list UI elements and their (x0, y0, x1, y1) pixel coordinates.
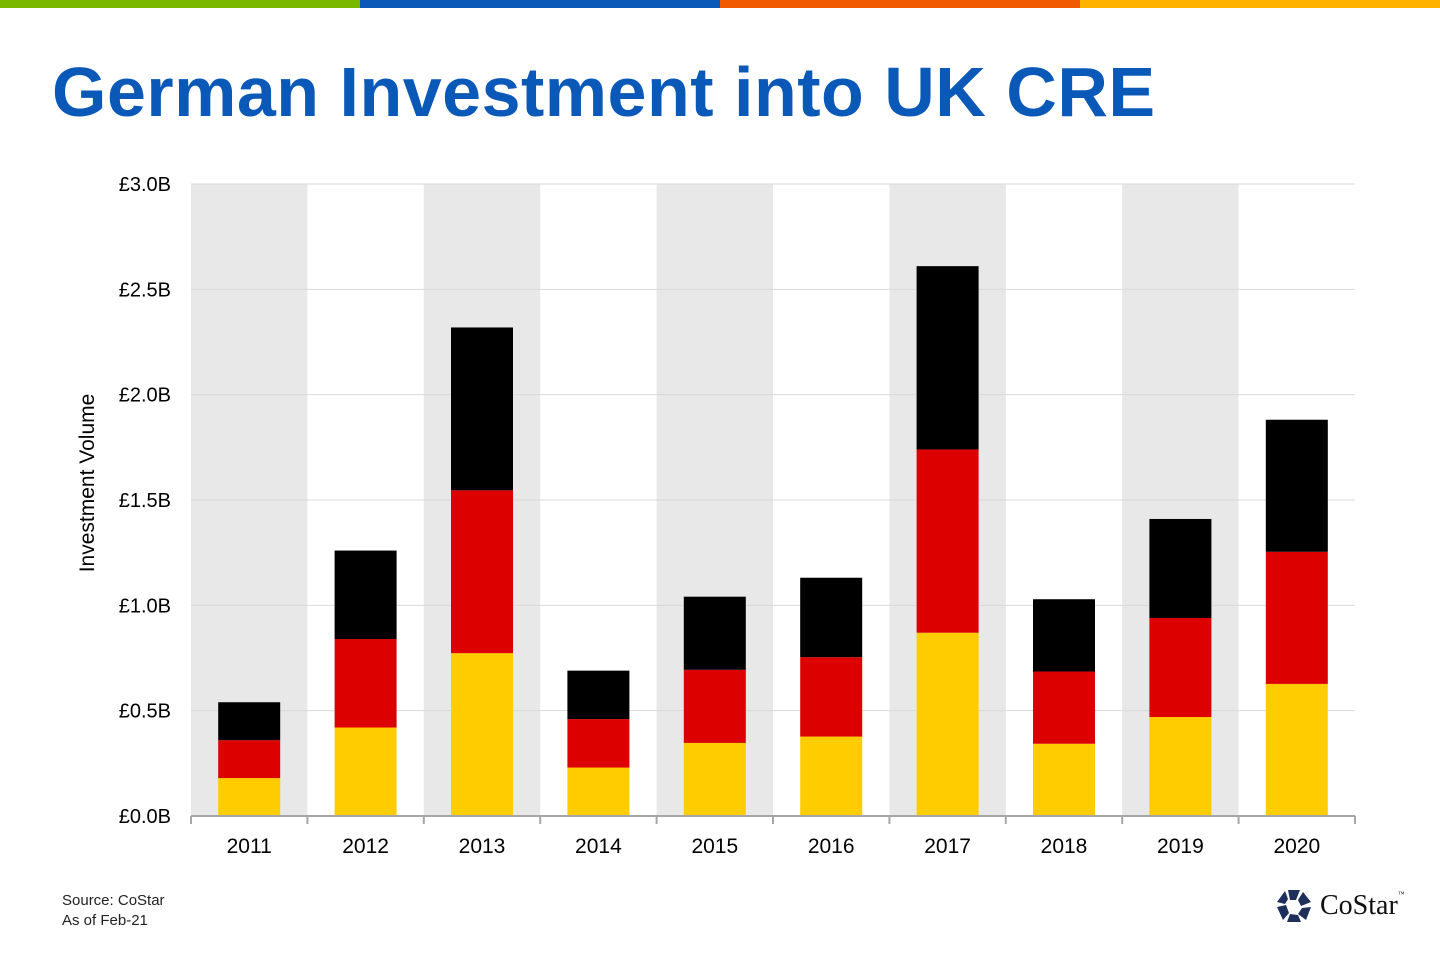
x-tick-label: 2017 (924, 835, 971, 858)
costar-star-icon (1277, 890, 1311, 922)
bar-segment (567, 767, 630, 816)
bar-segment (1149, 617, 1212, 717)
y-tick-label: £1.5B (119, 490, 171, 512)
source-note: Source: CoStar As of Feb-21 (62, 891, 165, 931)
y-tick-label: £2.0B (119, 385, 171, 407)
y-tick-label: £3.0B (119, 174, 171, 196)
top-bar-yellow (1080, 0, 1440, 8)
bar-segment (683, 669, 746, 743)
bar-segment (800, 736, 863, 816)
top-color-bar (0, 0, 1440, 8)
top-bar-blue (360, 0, 720, 8)
bar-segment (1033, 743, 1095, 816)
bar-segment (218, 778, 281, 816)
bar-segment (218, 702, 281, 741)
bar-segment (1149, 518, 1212, 618)
top-bar-orange (720, 0, 1080, 8)
bar-segment (683, 596, 746, 670)
bar-segment (800, 657, 863, 737)
bar-segment (334, 727, 397, 816)
bar-segment (1033, 599, 1095, 672)
costar-logo: CoStar™ (1276, 888, 1405, 924)
x-tick-label: 2014 (575, 835, 622, 858)
page-title: German Investment into UK CRE (52, 53, 1156, 131)
bar-segment (1265, 419, 1328, 552)
x-tick-label: 2019 (1157, 835, 1204, 858)
x-tick-label: 2016 (808, 835, 855, 858)
y-tick-label: £1.0B (119, 595, 171, 617)
bar-segment (451, 327, 513, 491)
source-text: Source: CoStar (62, 892, 165, 909)
bar-segment (567, 719, 630, 768)
bar-segment (451, 490, 513, 654)
bar-segment (1033, 671, 1095, 744)
y-tick-label: £0.0B (119, 806, 171, 828)
bar-segment (1149, 716, 1212, 816)
x-tick-label: 2013 (459, 835, 506, 858)
bar-segment (451, 653, 513, 816)
bar-segment (916, 632, 979, 816)
bar-segment (567, 670, 630, 720)
x-tick-label: 2020 (1273, 835, 1320, 858)
bar-segment (800, 577, 863, 658)
bar-segment (1265, 683, 1328, 816)
bar-segment (218, 740, 281, 779)
y-tick-label: £0.5B (119, 701, 171, 723)
bar-segment (683, 742, 746, 816)
logo-text: CoStar™ (1320, 890, 1405, 921)
bar-segment (1265, 551, 1328, 684)
as-of-text: As of Feb-21 (62, 912, 148, 929)
bar-segment (334, 550, 397, 640)
bar-segment (916, 266, 979, 450)
x-tick-label: 2015 (691, 835, 738, 858)
y-axis-label: Investment Volume (76, 394, 99, 573)
x-tick-label: 2011 (227, 835, 272, 858)
y-tick-label: £2.5B (119, 279, 171, 301)
top-bar-green (0, 0, 360, 8)
x-tick-label: 2018 (1041, 835, 1088, 858)
x-tick-label: 2012 (342, 835, 389, 858)
bar-segment (334, 639, 397, 728)
bar-segment (916, 449, 979, 633)
